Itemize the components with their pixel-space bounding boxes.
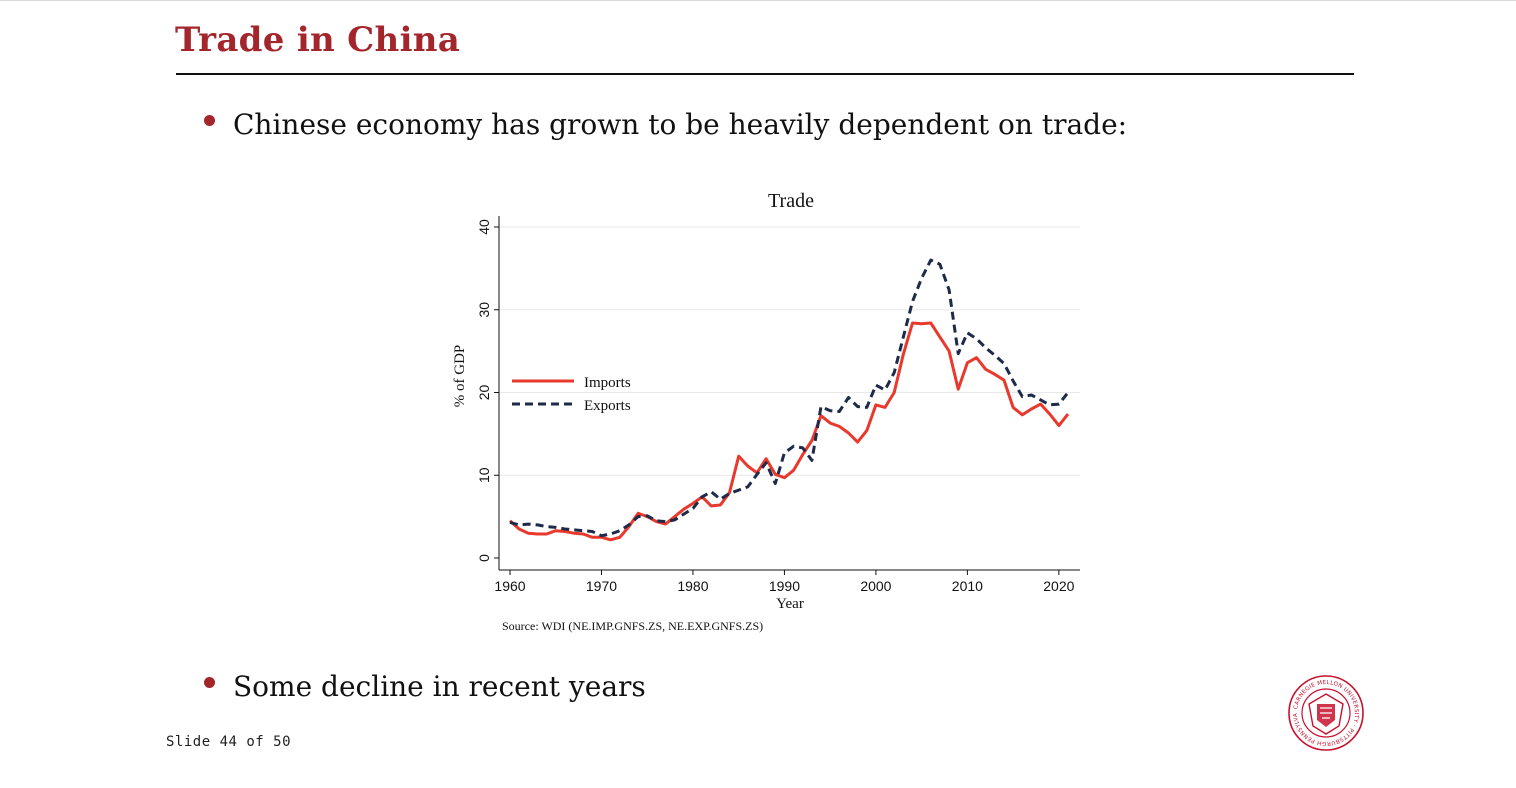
x-tick-label: 1960: [494, 578, 525, 594]
series-line-exports: [509, 258, 1070, 538]
x-tick-label: 2020: [1043, 578, 1074, 594]
y-tick-label: 10: [476, 467, 492, 483]
slide-counter: Slide 44 of 50: [166, 734, 292, 750]
legend-label-imports: Imports: [584, 375, 631, 391]
x-tick-label: 1990: [769, 578, 800, 594]
y-tick-label: 20: [476, 385, 492, 401]
title-underline: [176, 73, 1354, 75]
y-tick-label: 40: [476, 219, 492, 235]
bullet-item: Chinese economy has grown to be heavily …: [204, 108, 1127, 141]
chart-title: Trade: [768, 190, 814, 212]
chart-series: [508, 258, 1070, 542]
bullet-item: Some decline in recent years: [204, 670, 646, 703]
bullet-text: Some decline in recent years: [233, 670, 646, 703]
bullet-text: Chinese economy has grown to be heavily …: [233, 108, 1128, 141]
y-tick-label: 30: [476, 302, 492, 318]
carnegie-mellon-seal-icon: CARNEGIE MELLON UNIVERSITY · PITTSBURGH …: [1287, 674, 1364, 751]
top-border-line: [0, 0, 1516, 1]
x-axis-label: Year: [776, 596, 804, 612]
x-tick-label: 1970: [586, 578, 617, 594]
x-tick-label: 1980: [677, 578, 708, 594]
y-axis-label: % of GDP: [452, 345, 468, 408]
trade-line-chart: Trade 0 10 20 30 40 1960 1970 1980 1990 2000 2010…: [452, 190, 1080, 633]
chart-gridlines: [500, 226, 1080, 476]
series-line-imports: [508, 321, 1070, 542]
x-tick-label: 2010: [952, 578, 983, 594]
x-tick-label: 2000: [860, 578, 891, 594]
chart-legend: Imports Exports: [512, 375, 631, 414]
x-axis-ticks: 1960 1970 1980 1990 2000 2010 2020: [494, 570, 1075, 594]
y-tick-label: 0: [476, 554, 492, 562]
bullet-dot-icon: [204, 115, 215, 126]
bullet-dot-icon: [204, 677, 215, 688]
slide-title: Trade in China: [175, 20, 461, 60]
y-axis-ticks: 0 10 20 30 40: [476, 219, 499, 562]
chart-source-note: Source: WDI (NE.IMP.GNFS.ZS, NE.EXP.GNFS…: [502, 619, 763, 633]
legend-label-exports: Exports: [584, 398, 631, 414]
